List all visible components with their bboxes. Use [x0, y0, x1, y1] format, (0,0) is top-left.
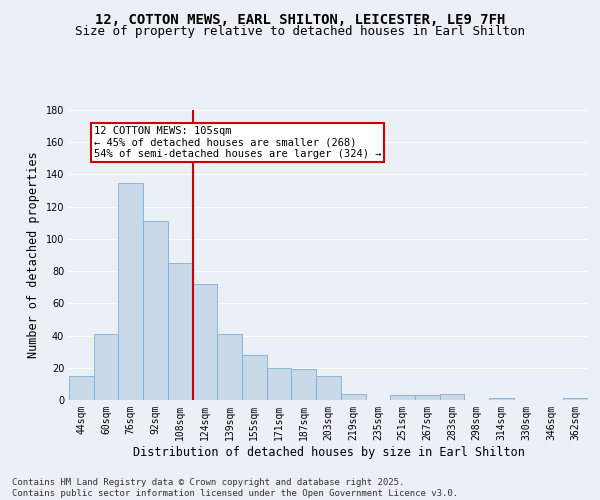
- Bar: [242, 355, 267, 400]
- Bar: [415, 395, 440, 400]
- Bar: [143, 221, 168, 400]
- Bar: [168, 263, 193, 400]
- X-axis label: Distribution of detached houses by size in Earl Shilton: Distribution of detached houses by size …: [133, 446, 524, 458]
- Text: 12 COTTON MEWS: 105sqm
← 45% of detached houses are smaller (268)
54% of semi-de: 12 COTTON MEWS: 105sqm ← 45% of detached…: [94, 126, 381, 160]
- Bar: [292, 370, 316, 400]
- Bar: [341, 394, 365, 400]
- Bar: [217, 334, 242, 400]
- Bar: [316, 376, 341, 400]
- Bar: [390, 395, 415, 400]
- Bar: [193, 284, 217, 400]
- Bar: [69, 376, 94, 400]
- Bar: [489, 398, 514, 400]
- Text: Contains HM Land Registry data © Crown copyright and database right 2025.
Contai: Contains HM Land Registry data © Crown c…: [12, 478, 458, 498]
- Bar: [563, 398, 588, 400]
- Bar: [94, 334, 118, 400]
- Bar: [267, 368, 292, 400]
- Text: Size of property relative to detached houses in Earl Shilton: Size of property relative to detached ho…: [75, 25, 525, 38]
- Bar: [118, 182, 143, 400]
- Text: 12, COTTON MEWS, EARL SHILTON, LEICESTER, LE9 7FH: 12, COTTON MEWS, EARL SHILTON, LEICESTER…: [95, 12, 505, 26]
- Bar: [440, 394, 464, 400]
- Y-axis label: Number of detached properties: Number of detached properties: [27, 152, 40, 358]
